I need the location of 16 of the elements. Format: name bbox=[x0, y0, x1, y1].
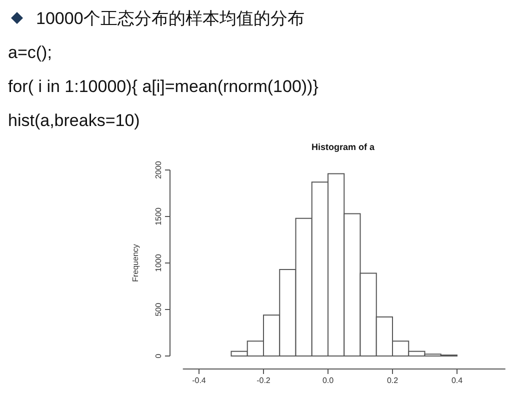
xtick: -0.2 bbox=[256, 376, 270, 385]
chart-title: Histogram of a bbox=[311, 142, 376, 152]
xtick: 0.4 bbox=[451, 376, 463, 385]
annotation: for( i in 1:10000){ a[i]=mean(rnorm(100))} bbox=[8, 77, 318, 96]
annotation: a=c(); bbox=[8, 43, 52, 62]
annotation: 10000个正态分布的样本均值的分布 bbox=[36, 9, 304, 28]
ytick: 1500 bbox=[154, 208, 163, 226]
ytick: 0 bbox=[154, 354, 163, 358]
ytick: 1000 bbox=[154, 254, 163, 272]
ytick: 500 bbox=[154, 302, 163, 316]
y-axis-title: Frequency bbox=[131, 244, 140, 282]
xtick: 0.0 bbox=[322, 376, 334, 385]
xtick: -0.4 bbox=[192, 376, 206, 385]
annotation: hist(a,breaks=10) bbox=[8, 111, 140, 130]
ytick: 2000 bbox=[154, 161, 163, 179]
xtick: 0.2 bbox=[386, 376, 398, 385]
